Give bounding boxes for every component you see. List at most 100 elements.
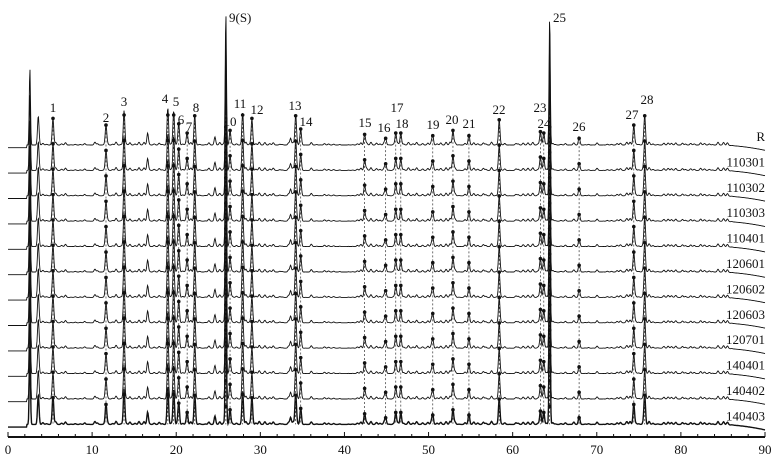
peak-marker [122,214,126,219]
peak-marker [538,358,543,363]
peak-marker [467,260,471,265]
peak-marker [631,250,636,254]
peak-marker [547,303,552,307]
peak-marker [240,214,245,219]
peak-marker [171,265,176,270]
peak-marker [497,219,502,224]
peak-marker [393,182,398,186]
peak-marker [451,204,455,209]
peak-marker [467,387,471,392]
peak-marker [577,161,581,166]
peak-marker [250,319,254,324]
peak-marker [224,125,228,129]
peak-marker [240,240,245,244]
peak-marker [224,277,228,282]
peak-marker [192,240,197,245]
peak-marker [642,342,647,347]
peak-marker [104,326,108,331]
peak-marker [393,283,398,288]
peak-marker [538,409,543,413]
peak-marker [541,182,546,186]
peak-marker [497,244,502,249]
peak-marker [467,286,471,290]
peak-marker [228,382,232,387]
peak-marker [393,131,398,135]
x-tick-label: 80 [674,442,687,457]
peak-label: 10 [224,114,237,129]
peak-marker [577,212,581,217]
peak-marker [631,174,636,178]
peak-marker [293,240,298,245]
peak-marker [240,164,245,168]
peak-marker [631,377,636,381]
peak-marker [362,386,367,391]
peak-marker [228,128,232,133]
peak-marker [362,234,367,238]
peak-marker [362,259,367,264]
peak-marker [122,367,126,371]
peak-marker [192,393,197,397]
peak-marker [176,350,181,355]
peak-marker [383,365,388,369]
peak-marker [293,291,298,296]
peak-marker [298,228,303,233]
peak-marker [451,230,455,234]
peak-marker [467,311,471,316]
x-tick-label: 30 [254,442,267,457]
trace-line-140403 [8,291,766,431]
peak-marker [541,131,546,135]
peak-marker [497,194,502,198]
peak-marker [51,396,55,400]
peak-marker [631,275,636,280]
peak-label: 1 [50,100,57,115]
peak-marker [398,131,403,135]
peak-marker [577,314,581,318]
peak-marker [185,385,189,389]
peak-marker [293,367,298,372]
peak-marker [104,199,108,204]
peak-marker [192,291,197,296]
peak-marker [298,279,303,284]
peak-marker [51,319,55,324]
peak-marker [642,164,647,169]
x-axis: 0 10 20 30 40 50 60 70 80 90 [5,432,772,457]
peak-marker [541,410,546,415]
peak-marker [176,375,181,380]
peak-label: 23 [534,100,547,115]
peak-marker [224,404,228,409]
peak-marker [293,215,298,220]
peak-marker [104,351,108,356]
peak-marker [104,123,108,127]
peak-marker [393,385,398,389]
peak-marker [122,164,126,168]
peak-marker [51,142,55,146]
peak-marker [398,258,403,262]
peak-marker [104,377,108,381]
peak-marker [185,207,189,212]
peak-marker [228,306,232,310]
trace-label: 110301 [726,154,765,169]
trace-label: 120602 [726,281,765,296]
peak-label: 25 [553,10,566,25]
peak-marker [547,176,552,180]
peak-marker [122,240,126,244]
peak-marker [467,235,471,240]
peak-marker [298,355,303,360]
peak-marker [577,365,581,369]
peak-marker [538,282,543,286]
peak-marker [176,121,181,126]
peak-marker [547,226,552,231]
peak-marker [398,359,403,364]
peak-marker [240,341,245,346]
peak-marker [362,335,367,340]
peak-marker [228,204,232,209]
x-tick-label: 60 [506,442,519,457]
peak-marker [541,207,546,212]
x-tick-label: 40 [338,442,351,457]
peak-marker [383,314,388,318]
peak-marker [51,218,55,222]
peak-marker [192,190,197,194]
peak-marker [362,411,367,416]
peak-marker [393,232,398,237]
trace-line-110302 [8,67,766,202]
